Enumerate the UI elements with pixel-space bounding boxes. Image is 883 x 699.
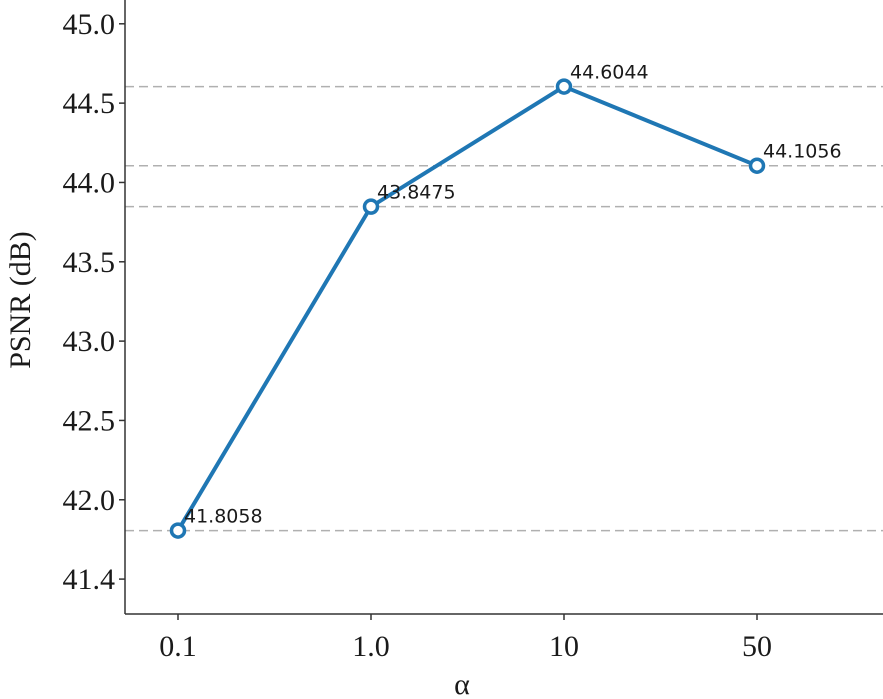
- y-tick-label-1: 44.5: [63, 87, 116, 120]
- data-labels: 41.8058 43.8475 44.6044 44.1056: [184, 62, 842, 528]
- data-label-2: 44.6044: [570, 62, 649, 84]
- data-label-0: 41.8058: [184, 506, 263, 528]
- y-tick-label-0: 45.0: [63, 8, 116, 41]
- x-axis-label: α: [454, 668, 470, 699]
- y-tick-label-7: 41.4: [63, 563, 116, 596]
- data-point-0: [169, 522, 187, 539]
- y-tick-label-3: 43.5: [63, 246, 116, 279]
- x-tick-label-0: 0.1: [159, 630, 197, 663]
- data-label-3: 44.1056: [763, 141, 842, 163]
- y-tick-label-5: 42.5: [63, 404, 116, 437]
- series-layer: [169, 78, 766, 539]
- y-tick-label-6: 42.0: [63, 484, 116, 517]
- y-tick-label-4: 43.0: [63, 325, 116, 358]
- series-line-0: [176, 84, 758, 532]
- data-point-1: [362, 198, 380, 215]
- data-label-1: 43.8475: [377, 182, 456, 204]
- y-tick-label-2: 44.0: [63, 166, 116, 199]
- reference-lines: [125, 85, 883, 532]
- x-ticks: 0.1 1.0 10 50: [159, 614, 772, 663]
- data-point-3: [748, 157, 766, 174]
- data-point-2: [555, 78, 573, 95]
- x-tick-label-2: 10: [549, 630, 579, 663]
- y-axis-label: PSNR (dB): [4, 231, 37, 369]
- x-tick-label-1: 1.0: [352, 630, 390, 663]
- x-tick-label-3: 50: [742, 630, 772, 663]
- y-ticks: 45.0 44.5 44.0 43.5 43.0 42.5 42.0 41.4: [63, 8, 125, 596]
